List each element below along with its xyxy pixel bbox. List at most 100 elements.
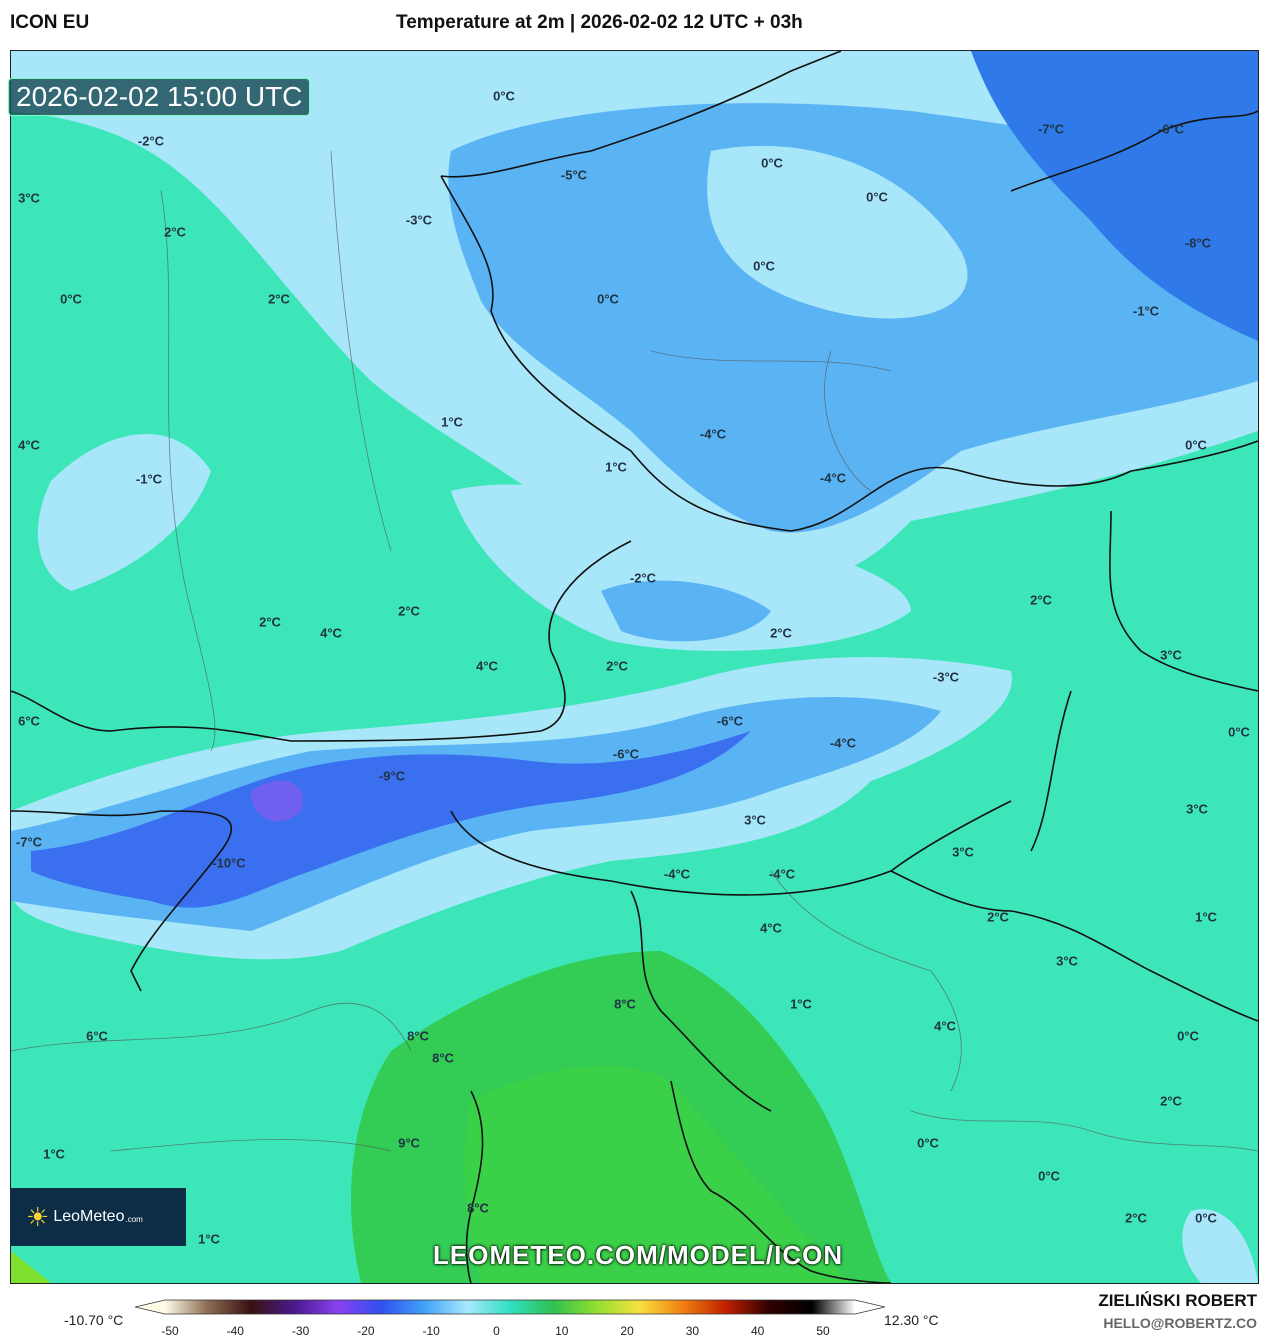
legend-tick: 20 [620, 1324, 634, 1338]
temperature-label: 3°C [1186, 801, 1208, 817]
country-borders [11, 51, 1258, 1283]
temperature-label: -4°C [829, 735, 857, 751]
temperature-label: 0°C [60, 291, 82, 307]
temperature-label: -8°C [1184, 235, 1212, 251]
cold-region-west [37, 433, 211, 591]
cold-region-north-2 [448, 103, 1258, 533]
temperature-label: -5°C [560, 167, 588, 183]
temperature-label: -2°C [137, 133, 165, 149]
temperature-label: 3°C [1056, 953, 1078, 969]
cold-region-central [451, 484, 911, 651]
temperature-label: -4°C [768, 866, 796, 882]
temperature-label: 1°C [605, 459, 627, 475]
cold-spot-se [1182, 1209, 1258, 1283]
temperature-label: 0°C [1228, 724, 1250, 740]
alps-coldest [251, 780, 303, 822]
temperature-label: -6°C [716, 713, 744, 729]
color-gradient [135, 1299, 885, 1315]
temperature-label: 0°C [917, 1135, 939, 1151]
temperature-label: 9°C [398, 1135, 420, 1151]
cold-region-central-2 [601, 580, 771, 642]
temperature-label: 6°C [18, 713, 40, 729]
temperature-label: -9°C [378, 768, 406, 784]
legend-tick: -30 [291, 1324, 310, 1338]
temperature-label: 2°C [268, 291, 290, 307]
legend-tick: 40 [751, 1324, 765, 1338]
temperature-label: 1°C [1195, 909, 1217, 925]
legend-tick: -20 [357, 1324, 375, 1338]
temperature-label: -4°C [699, 426, 727, 442]
color-scale-bar [135, 1299, 885, 1315]
temperature-label: 1°C [790, 996, 812, 1012]
temperature-label: -1°C [1132, 303, 1160, 319]
temperature-label: 8°C [432, 1050, 454, 1066]
temperature-label: 4°C [476, 658, 498, 674]
temperature-label: 2°C [398, 603, 420, 619]
temperature-label: 6°C [86, 1028, 108, 1044]
temperature-label: 3°C [744, 812, 766, 828]
legend-max-label: 12.30 °C [884, 1312, 939, 1328]
model-name: ICON EU [10, 12, 90, 33]
temperature-label: 1°C [43, 1146, 65, 1162]
temperature-label: -2°C [629, 570, 657, 586]
temperature-label: 8°C [407, 1028, 429, 1044]
temperature-label: 0°C [1038, 1168, 1060, 1184]
temperature-label: 4°C [760, 920, 782, 936]
temperature-label: 3°C [1160, 647, 1182, 663]
author-email[interactable]: HELLO@ROBERTZ.CO [1103, 1315, 1257, 1331]
temperature-label: 0°C [866, 189, 888, 205]
legend-tick: -50 [161, 1324, 179, 1338]
legend-tick: 30 [685, 1324, 700, 1338]
valid-time-stamp: 2026-02-02 15:00 UTC [8, 78, 311, 116]
temperature-label: -10°C [212, 855, 246, 871]
temperature-label: 2°C [259, 614, 281, 630]
warm-corner-sw [11, 1251, 51, 1283]
temperature-label: 4°C [934, 1018, 956, 1034]
temperature-label: -7°C [1037, 121, 1065, 137]
temperature-label: 8°C [467, 1200, 489, 1216]
map-title: Temperature at 2m | 2026-02-02 12 UTC + … [396, 12, 803, 33]
temperature-label: 2°C [1030, 592, 1052, 608]
sun-icon: ☀ [26, 1201, 50, 1232]
temperature-label: 0°C [1185, 437, 1207, 453]
temperature-label: 2°C [1160, 1093, 1182, 1109]
temperature-label: 8°C [614, 996, 636, 1012]
author-name: ZIELIŃSKI ROBERT [1098, 1291, 1257, 1310]
temperature-label: -4°C [819, 470, 847, 486]
legend-tick: 10 [555, 1324, 569, 1338]
temperature-label: -1°C [135, 471, 163, 487]
temperature-label: 3°C [952, 844, 974, 860]
region-borders [11, 150, 1258, 1152]
temperature-label: -6°C [612, 746, 640, 762]
leometeo-logo[interactable]: ☀ LeoMeteo .com [10, 1188, 186, 1246]
temperature-label: 2°C [1125, 1210, 1147, 1226]
temperature-label: 0°C [1195, 1210, 1217, 1226]
temperature-label: 1°C [198, 1231, 220, 1247]
temperature-label: -3°C [405, 212, 433, 228]
temperature-label: -7°C [15, 834, 43, 850]
legend-min-label: -10.70 °C [64, 1312, 124, 1328]
legend-tick: 50 [816, 1324, 830, 1338]
temperature-label: 0°C [597, 291, 619, 307]
temperature-label: 0°C [753, 258, 775, 274]
legend-tick: 0 [493, 1324, 500, 1338]
temperature-label: 0°C [761, 155, 783, 171]
temperature-map: 0°C -2°C 3°C 2°C -3°C -5°C 0°C 0°C -7°C -6°C -8°C 0… [10, 50, 1259, 1284]
logo-text: LeoMeteo [53, 1208, 125, 1225]
temperature-field [11, 51, 1258, 1283]
temperature-label: 2°C [606, 658, 628, 674]
temperature-label: 3°C [18, 190, 40, 206]
temperature-label: 1°C [441, 414, 463, 430]
legend-tick: -40 [226, 1324, 244, 1338]
temperature-label: -4°C [663, 866, 691, 882]
adriatic-sea [464, 1066, 851, 1283]
cold-region-north-3 [707, 145, 968, 319]
legend-tick: -10 [422, 1324, 440, 1338]
temperature-label: 0°C [493, 88, 515, 104]
temperature-label: -3°C [932, 669, 960, 685]
temperature-label: 4°C [320, 625, 342, 641]
temperature-label: 2°C [987, 909, 1009, 925]
temperature-label: 4°C [18, 437, 40, 453]
temperature-label: -6°C [1157, 121, 1185, 137]
temperature-label: 0°C [1177, 1028, 1199, 1044]
